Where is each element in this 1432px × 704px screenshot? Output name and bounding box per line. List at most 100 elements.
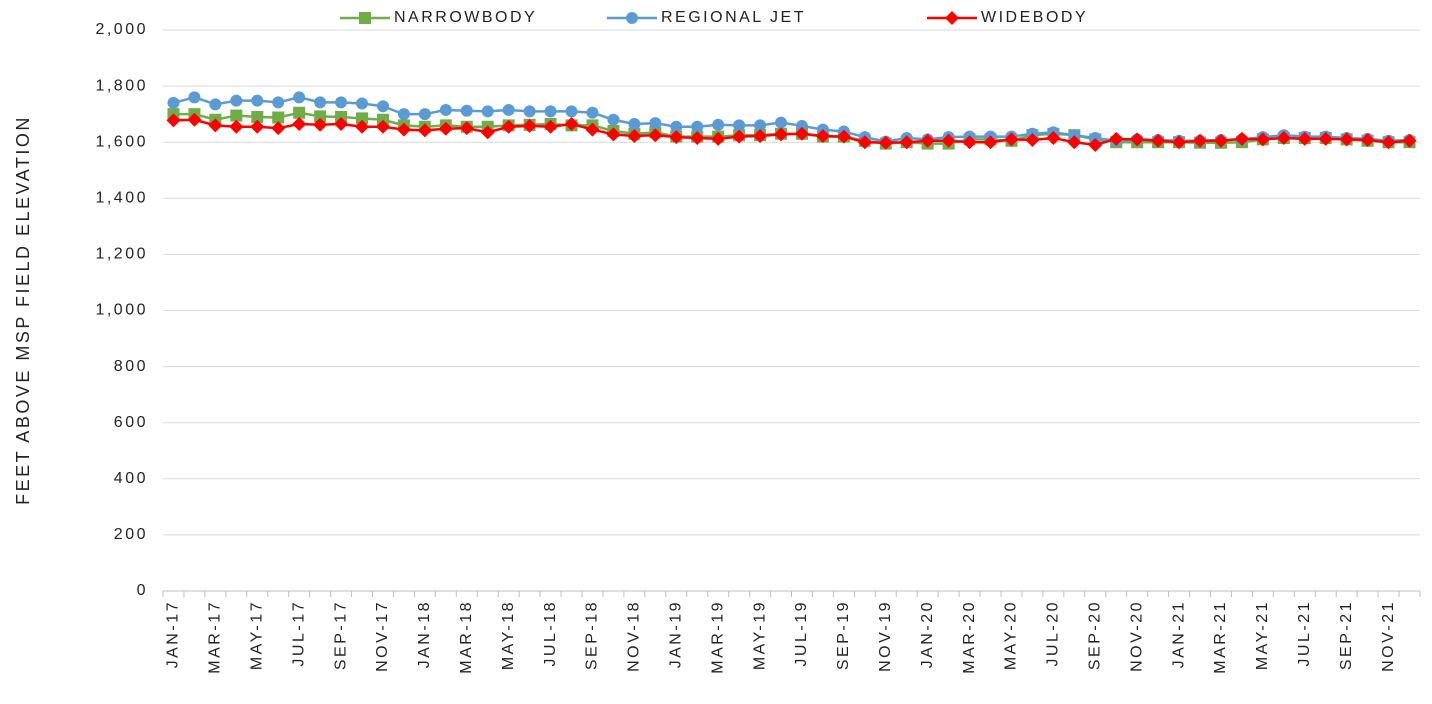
x-tick-label: SEP-20: [1086, 600, 1103, 670]
y-tick-label: 600: [114, 414, 148, 431]
data-point: [857, 135, 872, 150]
data-point: [983, 135, 998, 150]
data-point: [795, 119, 808, 132]
data-point: [356, 97, 369, 110]
y-tick-label: 0: [137, 582, 148, 599]
data-point: [775, 116, 788, 129]
legend-label: NARROWBODY: [394, 9, 537, 26]
data-point: [1297, 131, 1312, 146]
data-point: [355, 119, 370, 134]
data-point: [691, 120, 704, 133]
y-tick-label: 1,600: [95, 133, 148, 150]
data-point: [376, 113, 389, 126]
data-point: [1339, 132, 1354, 147]
data-point: [607, 113, 620, 126]
data-point: [292, 116, 307, 131]
legend-marker: [359, 12, 371, 24]
data-point: [229, 119, 244, 134]
y-tick-label: 1,200: [95, 246, 148, 263]
data-point: [1067, 135, 1082, 150]
data-point: [732, 129, 747, 144]
data-point: [335, 110, 348, 123]
data-point: [1402, 133, 1417, 148]
x-tick-label: MAR-17: [207, 600, 224, 674]
data-point: [272, 111, 285, 124]
data-point: [565, 105, 578, 118]
x-tick-label: JAN-19: [667, 600, 684, 668]
data-point: [460, 104, 473, 117]
x-tick-label: NOV-21: [1380, 600, 1397, 672]
data-point: [733, 119, 746, 132]
x-tick-label: JAN-17: [165, 600, 182, 668]
data-point: [1318, 131, 1333, 146]
data-point: [711, 131, 726, 146]
data-point: [1360, 132, 1375, 147]
data-point: [920, 133, 935, 148]
data-point: [794, 126, 809, 141]
data-point: [481, 105, 494, 118]
data-point: [774, 127, 789, 142]
data-point: [335, 96, 348, 109]
data-point: [815, 129, 830, 144]
x-tick-label: SEP-17: [332, 600, 349, 670]
data-point: [293, 106, 306, 119]
data-point: [1255, 132, 1270, 147]
x-tick-label: SEP-21: [1338, 600, 1355, 670]
data-point: [1276, 130, 1291, 145]
data-point: [1088, 138, 1103, 153]
data-point: [585, 122, 600, 137]
x-tick-label: JUL-18: [542, 600, 559, 667]
data-point: [418, 108, 431, 121]
y-tick-label: 2,000: [95, 21, 148, 38]
data-point: [544, 105, 557, 118]
y-axis-title: FEET ABOVE MSP FIELD ELEVATION: [13, 115, 33, 505]
data-point: [648, 128, 663, 143]
data-point: [1068, 129, 1081, 142]
y-tick-label: 1,400: [95, 190, 148, 207]
data-point: [250, 119, 265, 134]
data-point: [313, 117, 328, 132]
data-point: [272, 96, 285, 109]
x-tick-label: SEP-19: [835, 600, 852, 670]
x-tick-label: MAR-18: [458, 600, 475, 674]
data-point: [669, 130, 684, 145]
data-point: [271, 121, 286, 136]
data-point: [753, 129, 768, 144]
data-point: [543, 119, 558, 134]
data-point: [627, 129, 642, 144]
data-point: [356, 112, 369, 125]
data-point: [417, 123, 432, 138]
y-tick-label: 400: [114, 470, 148, 487]
data-point: [523, 105, 536, 118]
legend-label: WIDEBODY: [981, 9, 1088, 26]
x-tick-label: NOV-20: [1128, 600, 1145, 672]
data-point: [376, 100, 389, 113]
data-point: [208, 118, 223, 133]
x-tick-label: SEP-18: [584, 600, 601, 670]
data-point: [166, 113, 181, 128]
legend-marker: [945, 11, 959, 25]
data-point: [1234, 131, 1249, 146]
x-tick-label: JAN-18: [416, 600, 433, 668]
data-point: [502, 103, 515, 116]
legend-marker: [626, 12, 638, 24]
data-point: [1004, 132, 1019, 147]
data-point: [396, 122, 411, 137]
data-point: [314, 110, 327, 123]
data-point: [962, 135, 977, 150]
data-point: [941, 133, 956, 148]
data-point: [1172, 135, 1187, 150]
data-point: [480, 125, 495, 140]
data-point: [1109, 131, 1124, 146]
data-point: [649, 117, 662, 130]
x-tick-label: MAR-21: [1212, 600, 1229, 674]
data-point: [167, 96, 180, 109]
data-point: [899, 135, 914, 150]
y-tick-label: 200: [114, 526, 148, 543]
data-point: [1089, 131, 1102, 144]
x-tick-label: NOV-18: [626, 600, 643, 672]
data-point: [878, 135, 893, 150]
x-tick-label: JAN-20: [919, 600, 936, 668]
x-tick-label: JUL-20: [1045, 600, 1062, 667]
